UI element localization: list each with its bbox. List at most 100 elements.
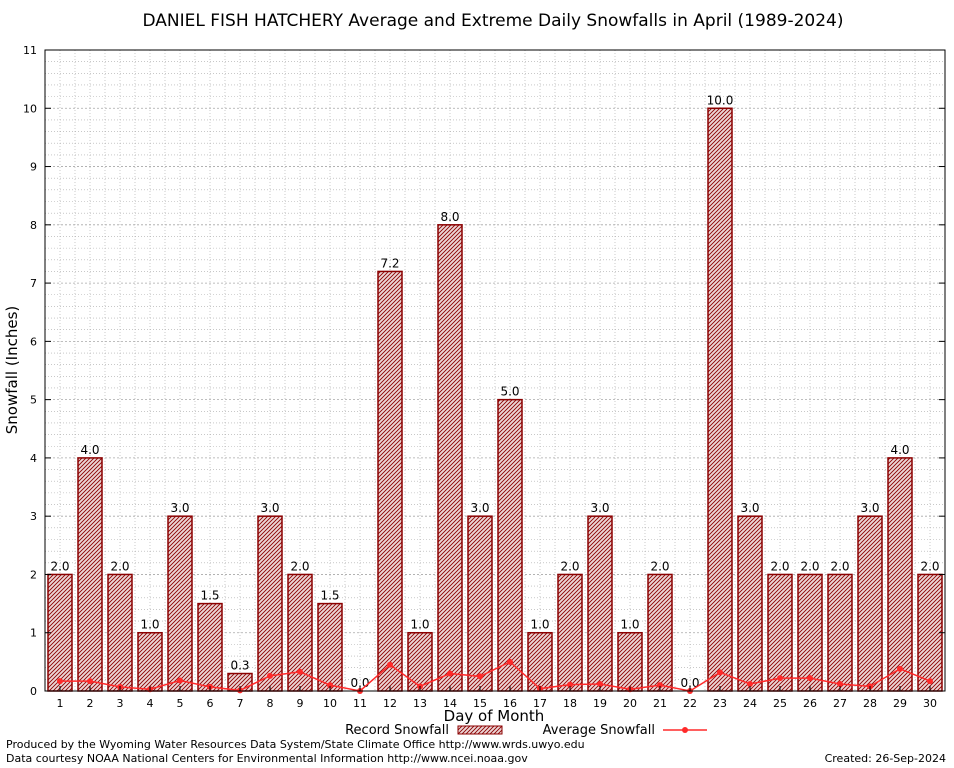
record-bar (737, 515, 763, 692)
legend-record-label: Record Snowfall (345, 723, 449, 738)
record-value-label: 4.0 (80, 443, 99, 457)
record-value-label: 2.0 (830, 559, 849, 573)
y-tick-label: 4 (30, 452, 37, 465)
y-tick-label: 9 (30, 161, 37, 174)
record-value-label: 2.0 (650, 559, 669, 573)
record-value-label: 2.0 (800, 559, 819, 573)
record-value-label: 1.5 (200, 589, 219, 603)
y-tick-label: 6 (30, 335, 37, 348)
record-value-label: 4.0 (890, 443, 909, 457)
y-tick-label: 0 (30, 685, 37, 698)
record-value-label: 1.0 (140, 618, 159, 632)
record-bar (497, 398, 523, 692)
bar-labels-group: 2.0 4.0 2.0 1.0 3.0 1.5 0.3 3.0 2.0 1.5 0.0 7.2 1.0 8… (50, 93, 939, 690)
record-bar (197, 602, 223, 692)
record-value-label: 3.0 (860, 501, 879, 515)
x-tick-label: 10 (323, 697, 337, 710)
record-value-label: 8.0 (440, 210, 459, 224)
record-value-label: 3.0 (170, 501, 189, 515)
record-bar (257, 515, 283, 692)
y-tick-label: 3 (30, 510, 37, 523)
x-tick-label: 15 (473, 697, 487, 710)
average-point (717, 669, 723, 676)
average-point (267, 672, 273, 679)
y-tick-label: 5 (30, 394, 37, 407)
average-point (897, 665, 903, 672)
x-tick-labels: 1 2 3 4 5 6 7 8 9 10 11 12 13 14 15 16 17 18 19 20 21 22 23 24 2… (57, 686, 937, 710)
x-tick-label: 14 (443, 697, 457, 710)
x-tick-label: 6 (207, 697, 214, 710)
record-bar (47, 573, 73, 692)
average-point (507, 658, 513, 665)
record-bar (797, 573, 823, 692)
average-snowfall-line (60, 660, 931, 692)
record-bar (557, 573, 583, 692)
y-tick-label: 2 (30, 568, 37, 581)
record-bar (167, 515, 193, 692)
legend-average-marker (682, 727, 688, 733)
y-tick-label: 10 (23, 102, 37, 115)
x-tick-label: 25 (773, 697, 787, 710)
average-point (477, 673, 483, 680)
average-point (747, 681, 753, 688)
average-line-group (57, 658, 933, 694)
x-tick-label: 3 (117, 697, 124, 710)
average-point (387, 661, 393, 668)
average-point (567, 681, 573, 688)
record-value-label: 2.0 (110, 559, 129, 573)
y-axis-label: Snowfall (Inches) (3, 306, 21, 434)
legend-average-label: Average Snowfall (543, 723, 655, 738)
record-value-label: 10.0 (707, 93, 734, 107)
average-point (177, 677, 183, 684)
record-value-label: 2.0 (50, 559, 69, 573)
record-value-label: 3.0 (740, 501, 759, 515)
record-value-label: 0.0 (680, 676, 699, 690)
record-value-label: 1.0 (530, 618, 549, 632)
plot-frame (44, 49, 946, 692)
x-tick-label: 28 (863, 697, 877, 710)
record-bar (467, 515, 493, 692)
record-bar (77, 457, 103, 692)
x-axis-label: Day of Month (444, 707, 545, 725)
average-point (927, 678, 933, 685)
x-tick-label: 11 (353, 697, 367, 710)
x-tick-label: 19 (593, 697, 607, 710)
legend: Record Snowfall Average Snowfall (345, 723, 707, 738)
x-tick-label: 2 (87, 697, 94, 710)
average-point (87, 678, 93, 685)
x-tick-label: 18 (563, 697, 577, 710)
average-point (837, 681, 843, 688)
x-tick-label: 23 (713, 697, 727, 710)
record-bar (137, 631, 163, 692)
y-tick-labels: 0 1 2 3 4 5 6 7 8 9 10 11 (23, 44, 945, 698)
record-value-label: 2.0 (560, 559, 579, 573)
footer-produced-by: Produced by the Wyoming Water Resources … (6, 738, 585, 751)
x-tick-label: 24 (743, 697, 757, 710)
average-point (297, 668, 303, 675)
record-bar (317, 602, 343, 692)
record-value-label: 3.0 (590, 501, 609, 515)
y-tick-label: 8 (30, 219, 37, 232)
x-tick-label: 4 (147, 697, 154, 710)
record-value-label: 1.0 (410, 618, 429, 632)
record-value-label: 7.2 (380, 256, 399, 270)
x-tick-label: 5 (177, 697, 184, 710)
y-tick-label: 7 (30, 277, 37, 290)
record-value-label: 3.0 (260, 501, 279, 515)
record-bar (377, 270, 403, 692)
x-tick-label: 30 (923, 697, 937, 710)
x-tick-label: 27 (833, 697, 847, 710)
record-value-label: 3.0 (470, 501, 489, 515)
x-tick-label: 9 (297, 697, 304, 710)
x-tick-label: 16 (503, 697, 517, 710)
x-tick-label: 20 (623, 697, 637, 710)
y-tick-label: 1 (30, 627, 37, 640)
average-point (57, 678, 63, 685)
record-bar (887, 457, 913, 692)
chart-title: DANIEL FISH HATCHERY Average and Extreme… (143, 11, 844, 31)
record-value-label: 5.0 (500, 385, 519, 399)
x-tick-label: 26 (803, 697, 817, 710)
y-tick-label: 11 (23, 44, 37, 57)
average-point (447, 670, 453, 677)
